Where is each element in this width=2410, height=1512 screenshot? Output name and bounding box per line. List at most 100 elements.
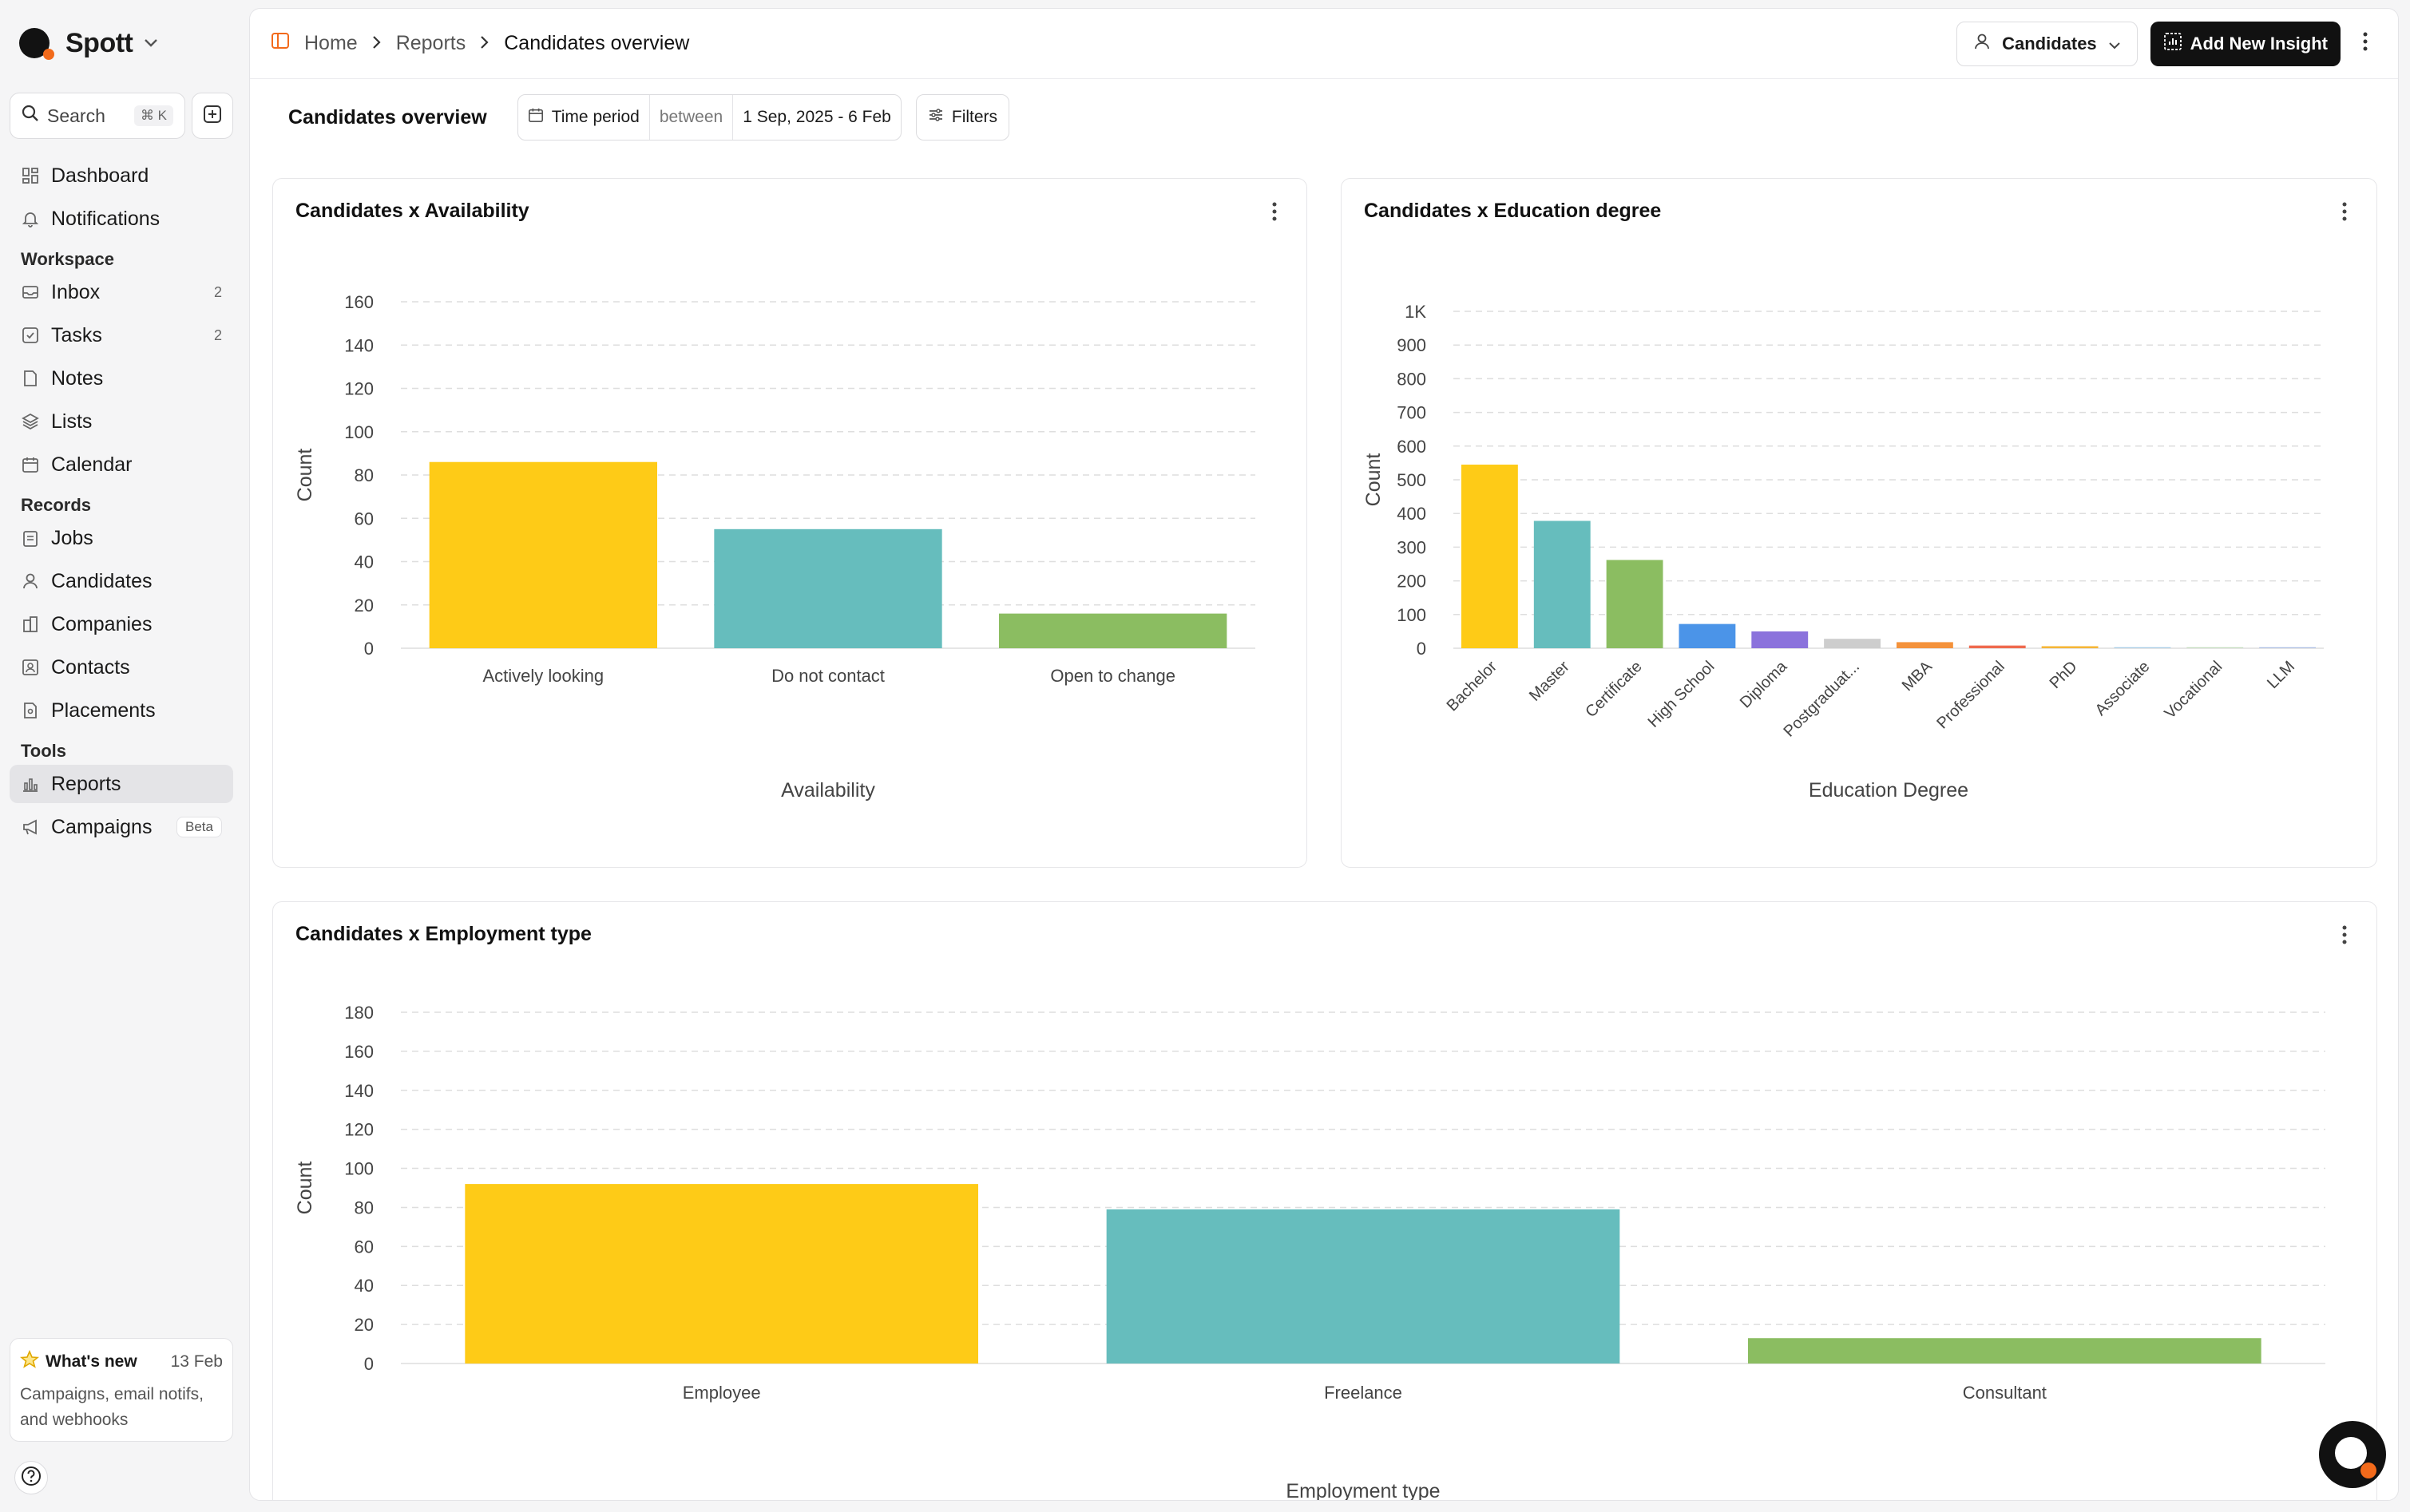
y-tick-label: 140 (344, 335, 374, 355)
bar[interactable] (1896, 642, 1953, 648)
filters-button[interactable]: Filters (915, 94, 1010, 141)
bar[interactable] (1968, 645, 2026, 648)
time-period-label-cell[interactable]: Time period (518, 95, 650, 140)
y-tick-label: 0 (1417, 639, 1426, 659)
bar[interactable] (2114, 647, 2171, 648)
breadcrumb-home[interactable]: Home (304, 32, 358, 54)
chat-launcher-button[interactable] (2319, 1421, 2386, 1488)
y-tick-label: 80 (355, 465, 374, 485)
y-tick-label: 500 (1397, 470, 1426, 490)
y-tick-label: 400 (1397, 504, 1426, 524)
whats-new-card[interactable]: What's new 13 Feb Campaigns, email notif… (10, 1338, 233, 1442)
search-input[interactable]: Search ⌘ K (10, 93, 185, 139)
chart-card-availability: Candidates x Availability 0 20 40 60 80 100 12… (272, 178, 1307, 868)
breadcrumb-reports[interactable]: Reports (395, 32, 466, 54)
bar[interactable] (1533, 520, 1591, 648)
sidebar-item-calendar[interactable]: Calendar (10, 445, 233, 484)
chevron-right-icon (480, 34, 490, 54)
sidebar-item-contacts[interactable]: Contacts (10, 648, 233, 687)
bar[interactable] (1751, 631, 1809, 648)
time-period-label: Time period (551, 108, 640, 126)
y-tick-label: 120 (344, 1120, 374, 1140)
y-tick-label: 900 (1397, 335, 1426, 355)
whats-new-body: Campaigns, email notifs, and webhooks (20, 1385, 204, 1429)
bar[interactable] (1461, 465, 1518, 648)
bar[interactable] (2186, 647, 2244, 648)
kebab-icon (2342, 201, 2347, 226)
sidebar-item-label: Reports (51, 772, 121, 795)
more-options-button[interactable] (2353, 28, 2377, 60)
time-period-value[interactable]: 1 Sep, 2025 - 6 Feb (743, 108, 891, 126)
y-tick-label: 40 (355, 1276, 374, 1296)
time-period-filter[interactable]: Time period between 1 Sep, 2025 - 6 Feb (517, 94, 902, 141)
chart-title: Candidates x Education degree (1364, 200, 1662, 222)
x-tick-label: Vocational (2161, 658, 2226, 722)
x-tick-label: Consultant (1963, 1383, 2047, 1403)
chart-title: Candidates x Employment type (295, 923, 592, 945)
sidebar-item-reports[interactable]: Reports (10, 765, 233, 803)
sidebar-item-label: Dashboard (51, 164, 149, 187)
sidebar-item-placements[interactable]: Placements (10, 691, 233, 730)
note-icon (21, 369, 40, 388)
bar[interactable] (465, 1184, 978, 1364)
sidebar-item-dashboard[interactable]: Dashboard (10, 156, 233, 195)
sidebar-item-campaigns[interactable]: Campaigns Beta (10, 808, 233, 846)
chart-employment: 0 20 40 60 80 100 120 140 160 180 Count Employee Fre… (294, 1003, 2325, 1500)
y-tick-label: 80 (355, 1197, 374, 1217)
y-tick-label: 160 (344, 292, 374, 312)
sidebar-toggle-icon[interactable] (271, 31, 290, 56)
layers-icon (21, 412, 40, 431)
add-new-insight-button[interactable]: Add New Insight (2150, 21, 2341, 66)
time-period-operator[interactable]: between (650, 95, 734, 140)
bar[interactable] (1824, 639, 1881, 648)
sidebar-item-candidates[interactable]: Candidates (10, 562, 233, 600)
tasks-count: 2 (213, 327, 222, 343)
y-axis-label: Count (294, 1162, 316, 1215)
bar[interactable] (714, 528, 942, 648)
kebab-icon (1272, 201, 1277, 226)
y-tick-label: 700 (1397, 403, 1426, 423)
sidebar-item-notes[interactable]: Notes (10, 359, 233, 398)
bar[interactable] (999, 613, 1227, 648)
entity-select[interactable]: Candidates (1956, 21, 2138, 66)
entity-select-value: Candidates (2002, 33, 2097, 53)
x-tick-label: Open to change (1050, 666, 1175, 686)
whats-new-title: What's new (46, 1352, 137, 1371)
dashboard-icon (21, 166, 40, 185)
x-tick-label: Freelance (1324, 1383, 1402, 1403)
x-tick-label: Diploma (1737, 657, 1791, 711)
x-tick-label: Postgraduat... (1781, 658, 1864, 741)
x-tick-label: Professional (1933, 658, 2008, 732)
help-button[interactable] (14, 1461, 48, 1494)
x-axis-label: Availability (781, 779, 875, 802)
bar[interactable] (1679, 623, 1736, 648)
bar[interactable] (1606, 560, 1663, 648)
x-tick-label: LLM (2264, 658, 2298, 692)
chart-menu-button[interactable] (2337, 924, 2353, 948)
bar[interactable] (2259, 647, 2317, 648)
sidebar-item-inbox[interactable]: Inbox 2 (10, 273, 233, 311)
workspace-switcher[interactable]: Spott (19, 24, 158, 62)
compose-button[interactable] (192, 93, 233, 139)
bar[interactable] (1106, 1209, 1620, 1364)
bar[interactable] (2041, 646, 2099, 648)
chart-menu-button[interactable] (1266, 201, 1282, 225)
x-tick-label: Actively looking (483, 666, 604, 686)
sidebar-item-tasks[interactable]: Tasks 2 (10, 316, 233, 354)
section-label-records: Records (21, 495, 92, 515)
megaphone-icon (21, 817, 40, 837)
sidebar-item-jobs[interactable]: Jobs (10, 519, 233, 557)
chart-menu-button[interactable] (2337, 201, 2353, 225)
sidebar-item-lists[interactable]: Lists (10, 402, 233, 441)
y-tick-label: 100 (344, 422, 374, 442)
bar[interactable] (1748, 1338, 2261, 1364)
chevron-down-icon (2108, 34, 2121, 54)
section-label-workspace: Workspace (21, 249, 114, 269)
sidebar-item-label: Tasks (51, 323, 102, 346)
bar[interactable] (429, 461, 657, 648)
y-tick-label: 60 (355, 1237, 374, 1257)
sidebar-item-companies[interactable]: Companies (10, 605, 233, 643)
sidebar-item-label: Companies (51, 612, 153, 635)
sidebar-item-notifications[interactable]: Notifications (10, 200, 233, 238)
breadcrumb-current: Candidates overview (504, 32, 690, 54)
